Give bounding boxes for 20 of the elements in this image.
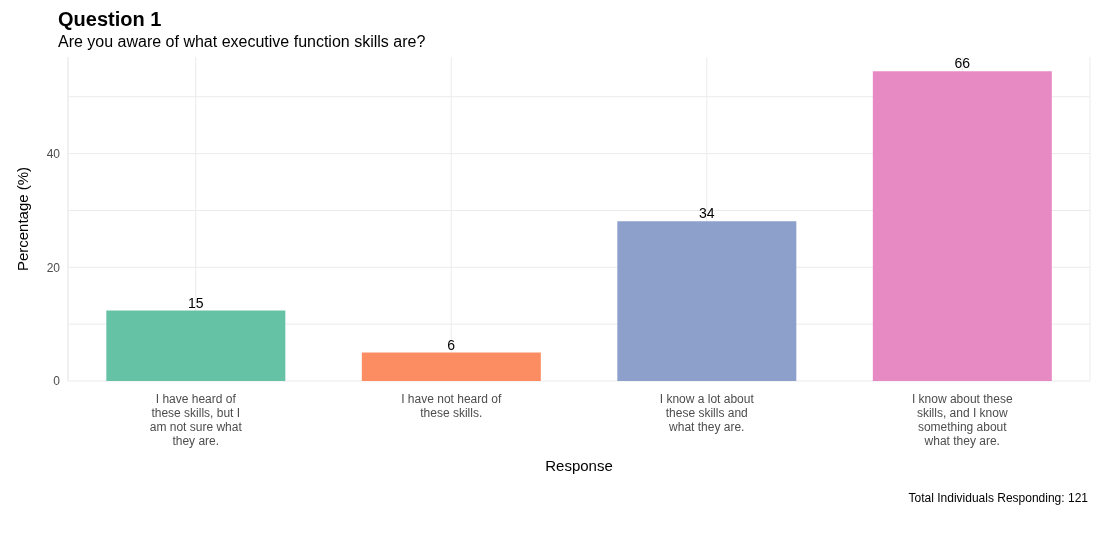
bar xyxy=(872,71,1052,381)
chart-title: Question 1 xyxy=(58,8,163,31)
x-tick-label: I have not heard of these skills. xyxy=(401,392,502,420)
annotation: 66 xyxy=(954,55,971,72)
x-tick-label: I have heard of these skills, but I am not sure what they are. xyxy=(149,392,243,448)
annotation: 15 xyxy=(187,294,204,311)
y-tick-label: 40 xyxy=(46,146,61,161)
x-tick-label: I know a lot about these skills and what they are. xyxy=(659,392,755,434)
text: Total Individuals Responding: 121 xyxy=(907,491,1088,505)
bar xyxy=(106,310,286,381)
y-axis-title: Percentage (%) xyxy=(14,166,32,272)
y-tick-label: 20 xyxy=(46,260,61,275)
x-axis-title: Response xyxy=(545,457,613,474)
annotation: 6 xyxy=(447,336,456,353)
annotation: 34 xyxy=(698,205,715,222)
chart-subtitle: Are you aware of what executive function skills are? xyxy=(58,33,427,51)
bar xyxy=(361,352,541,381)
bar xyxy=(617,221,797,381)
y-tick-label: 0 xyxy=(53,374,61,389)
x-tick-label: I know about these skills, and I know something about what they are. xyxy=(911,392,1013,448)
